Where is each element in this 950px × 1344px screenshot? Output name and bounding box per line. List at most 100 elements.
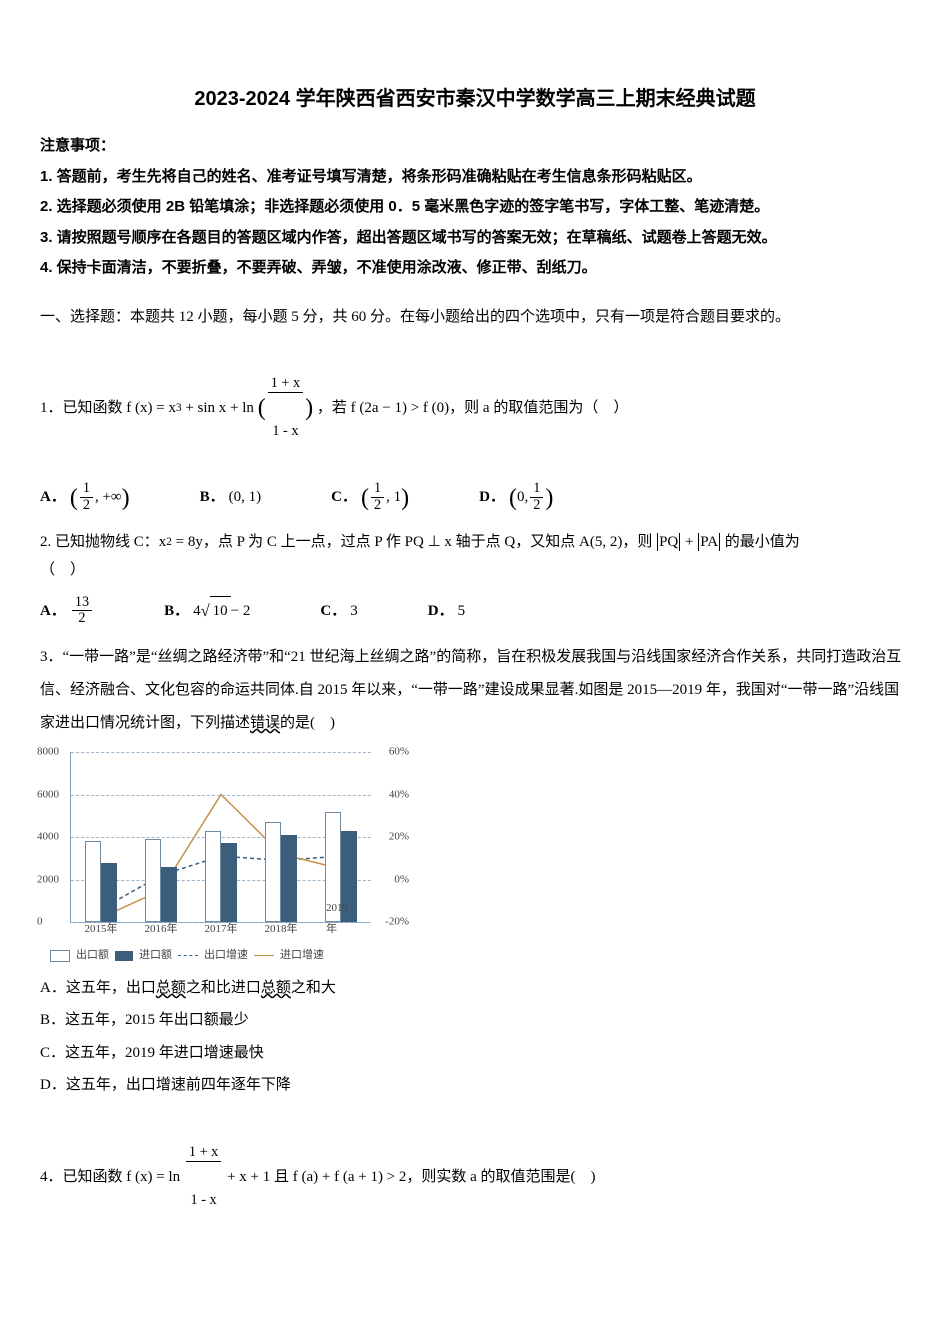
page-title: 2023-2024 学年陕西省西安市秦汉中学数学高三上期末经典试题	[40, 80, 910, 118]
option-d: D． ( 0, 1 2 )	[479, 481, 553, 513]
text: 5	[458, 597, 466, 626]
text: , 1	[386, 483, 401, 512]
text: (0, 1)	[229, 483, 262, 512]
text: 4	[193, 597, 201, 626]
denominator: 2	[80, 498, 93, 514]
notice-item: 4. 保持卡面清洁，不要折叠，不要弄破、弄皱，不准使用涂改液、修正带、刮纸刀。	[40, 254, 910, 283]
question-1: 1．已知函数 f (x) = x3 + sin x + ln ( 1 + x 1…	[40, 345, 910, 514]
legend-label: 进口增速	[280, 945, 324, 966]
text: = 8y，点 P 为 C 上一点，过点 P 作 PQ ⊥ x 轴于点 Q，又知点…	[172, 528, 656, 557]
numerator: 1	[80, 481, 93, 498]
numerator: 1 + x	[186, 1145, 221, 1162]
option-c: C． 3	[320, 597, 357, 626]
text: 之和大	[291, 980, 336, 996]
chart-legend: 出口额 进口额 出口增速 进口增速	[50, 945, 380, 966]
option-b: B． (0, 1)	[200, 483, 262, 512]
q3-options: A．这五年，出口总额之和比进口总额之和大 B．这五年，2015 年出口额最少 C…	[40, 974, 910, 1100]
q4-stem: 4．已知函数 f (x) = ln 1 + x 1 - x + x + 1 且 …	[40, 1114, 910, 1240]
question-4: 4．已知函数 f (x) = ln 1 + x 1 - x + x + 1 且 …	[40, 1114, 910, 1240]
text: , +∞	[95, 483, 122, 512]
fraction: 1 2	[80, 481, 93, 513]
abs: PQ	[656, 528, 681, 557]
text: f (x) = x	[126, 394, 176, 423]
option-label: B．	[164, 597, 189, 626]
text: （ ）	[40, 556, 910, 585]
text: A．这五年，出口	[40, 980, 156, 996]
option-a: A． ( 1 2 , +∞ )	[40, 481, 130, 513]
legend-swatch	[50, 950, 70, 962]
legend-line	[254, 955, 274, 956]
emph-text: 总额	[156, 980, 186, 996]
numerator: 1	[530, 481, 543, 498]
text: + x + 1 且 f (a) + f (a + 1) > 2，则实数 a 的取…	[223, 1163, 595, 1192]
option-label: A．	[40, 483, 66, 512]
option-a: A． 13 2	[40, 595, 94, 627]
text: ，若 f (2a − 1) > f (0)，则 a 的取值范围为（ ）	[313, 394, 628, 423]
trade-chart: 02000400060008000-20%0%20%40%60%2015年201…	[40, 752, 380, 966]
numerator: 1 + x	[268, 376, 303, 393]
sqrt: 10	[201, 595, 231, 626]
denominator: 2	[530, 498, 543, 514]
text: + sin x + ln	[182, 394, 258, 423]
q1-options: A． ( 1 2 , +∞ ) B． (0, 1) C． ( 1 2 , 1 )…	[40, 481, 910, 513]
q2-stem: 2. 已知抛物线 C：x2 = 8y，点 P 为 C 上一点，过点 P 作 PQ…	[40, 528, 910, 557]
legend-line	[178, 955, 198, 956]
notice-item: 2. 选择题必须使用 2B 铅笔填涂；非选择题必须使用 0．5 毫米黑色字迹的签…	[40, 193, 910, 222]
option-label: C．	[320, 597, 346, 626]
q2-options: A． 13 2 B． 4 10 − 2 C． 3 D． 5	[40, 595, 910, 627]
fraction: 1 2	[530, 481, 543, 513]
text: 3．“一带一路”是“丝绸之路经济带”和“21 世纪海上丝绸之路”的简称，旨在积极…	[40, 649, 901, 731]
notice-item: 3. 请按照题号顺序在各题目的答题区域内作答，超出答题区域书写的答案无效；在草稿…	[40, 224, 910, 253]
legend-swatch	[115, 951, 133, 961]
q3-stem: 3．“一带一路”是“丝绸之路经济带”和“21 世纪海上丝绸之路”的简称，旨在积极…	[40, 641, 910, 740]
denominator: 1 - x	[268, 424, 303, 440]
numerator: 13	[72, 595, 92, 612]
text: 4．已知函数	[40, 1163, 126, 1192]
emph-text: 错误	[250, 715, 280, 731]
option-b: B．这五年，2015 年出口额最少	[40, 1006, 910, 1035]
fraction: 1 + x 1 - x	[186, 1114, 221, 1240]
option-label: B．	[200, 483, 225, 512]
radicand: 10	[210, 596, 231, 626]
text: f (x) = ln	[126, 1163, 184, 1192]
fraction: 1 2	[371, 481, 384, 513]
q1-stem: 1．已知函数 f (x) = x3 + sin x + ln ( 1 + x 1…	[40, 345, 910, 471]
abs: PA	[697, 528, 721, 557]
text: 的是( )	[280, 715, 335, 731]
option-c: C．这五年，2019 年进口增速最快	[40, 1039, 910, 1068]
notice-item: 1. 答题前，考生先将自己的姓名、准考证号填写清楚，将条形码准确粘贴在考生信息条…	[40, 163, 910, 192]
legend-label: 出口额	[76, 945, 109, 966]
text: 3	[350, 597, 358, 626]
text: 之和比进口	[186, 980, 261, 996]
text: 的最小值为	[721, 528, 800, 557]
option-label: A．	[40, 597, 66, 626]
legend-label: 出口增速	[204, 945, 248, 966]
option-b: B． 4 10 − 2	[164, 595, 250, 626]
question-3: 3．“一带一路”是“丝绸之路经济带”和“21 世纪海上丝绸之路”的简称，旨在积极…	[40, 641, 910, 1100]
fraction: 1 + x 1 - x	[268, 345, 303, 471]
option-label: C．	[331, 483, 357, 512]
text: 1．已知函数	[40, 394, 126, 423]
notice-head: 注意事项：	[40, 132, 910, 161]
text: − 2	[231, 597, 251, 626]
text: 2. 已知抛物线 C：x	[40, 528, 166, 557]
text: 0,	[517, 483, 528, 512]
option-c: C． ( 1 2 , 1 )	[331, 481, 409, 513]
denominator: 2	[72, 611, 92, 627]
question-2: 2. 已知抛物线 C：x 2 = 8y，点 P 为 C 上一点，过点 P 作 PQ…	[40, 528, 910, 627]
option-label: D．	[428, 597, 454, 626]
option-d: D．这五年，出口增速前四年逐年下降	[40, 1071, 910, 1100]
text: +	[681, 528, 697, 557]
numerator: 1	[371, 481, 384, 498]
section-intro: 一、选择题：本题共 12 小题，每小题 5 分，共 60 分。在每小题给出的四个…	[40, 303, 910, 332]
option-d: D． 5	[428, 597, 465, 626]
fraction: 13 2	[72, 595, 92, 627]
legend-label: 进口额	[139, 945, 172, 966]
emph-text: 总额	[261, 980, 291, 996]
text: PQ	[659, 528, 678, 557]
denominator: 2	[371, 498, 384, 514]
chart-plot-area: 02000400060008000-20%0%20%40%60%2015年201…	[70, 752, 371, 923]
option-label: D．	[479, 483, 505, 512]
option-a: A．这五年，出口总额之和比进口总额之和大	[40, 974, 910, 1003]
denominator: 1 - x	[186, 1193, 221, 1209]
